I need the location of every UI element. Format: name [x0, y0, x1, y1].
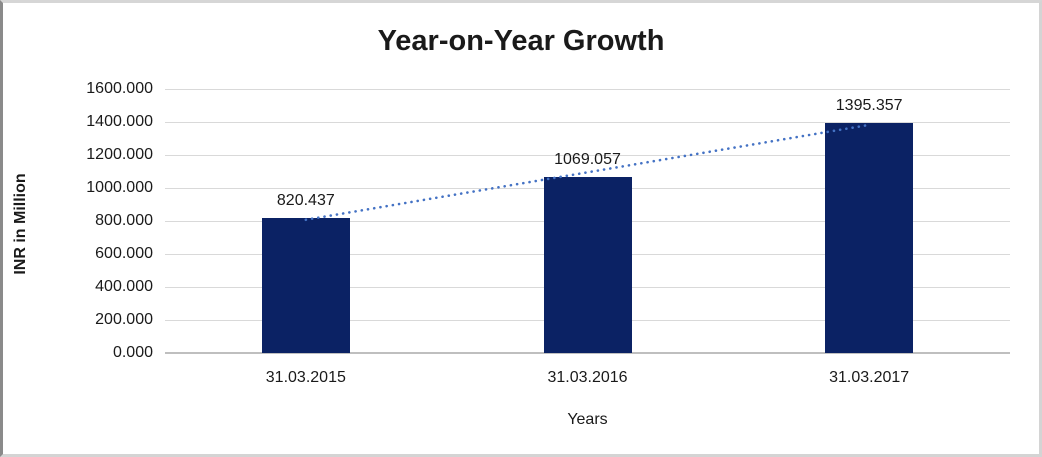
chart-title: Year-on-Year Growth [377, 25, 665, 57]
x-tick-label: 31.03.2015 [265, 369, 346, 386]
trendline [304, 123, 871, 222]
y-tick-label: 400.000 [95, 278, 153, 295]
y-tick-label: 1000.000 [86, 179, 153, 196]
bar [825, 122, 914, 353]
x-axis-title: Years [567, 411, 608, 428]
gridline [165, 154, 1010, 156]
y-tick-label: 1600.000 [86, 80, 153, 97]
gridline [165, 88, 1010, 90]
y-tick-label: 1200.000 [86, 146, 153, 163]
bar-value-label: 1395.357 [835, 96, 903, 114]
plot-area [165, 88, 1010, 354]
trendline-path [304, 123, 871, 222]
y-tick-label: 0.000 [112, 344, 153, 361]
x-axis-line [165, 352, 1010, 354]
bar-value-label: 1069.057 [554, 150, 621, 168]
bar [261, 217, 350, 353]
y-tick-label: 200.000 [95, 311, 153, 328]
y-tick-label: 600.000 [95, 245, 153, 262]
x-tick-label: 31.03.2016 [547, 369, 628, 386]
y-tick-label: 1400.000 [86, 113, 153, 130]
gridline [165, 121, 1010, 123]
bar-value-label: 820.437 [276, 191, 335, 209]
y-tick-label: 800.000 [95, 212, 153, 229]
bar [543, 176, 632, 353]
x-tick-label: 31.03.2017 [829, 369, 910, 386]
